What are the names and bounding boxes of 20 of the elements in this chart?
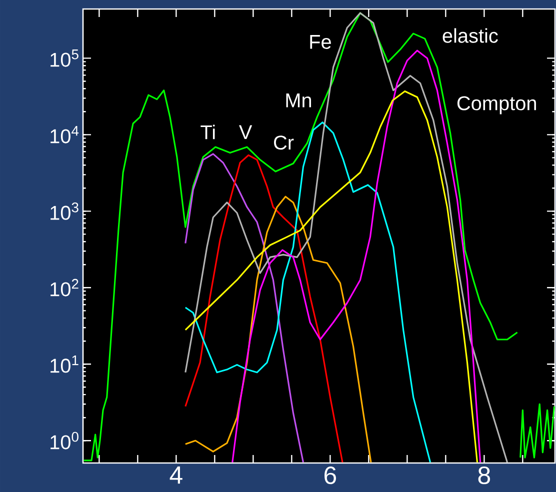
annotation: elastic (442, 28, 498, 43)
y-tick-label: 10$^{5}$ (50, 50, 78, 67)
y-tick-label: 10$^{3}$ (50, 202, 78, 220)
y-tick-label: 10$^{2}$ (50, 278, 78, 296)
line-series (184, 196, 372, 463)
line-series (184, 153, 304, 463)
x-tick-label: 4 (170, 466, 182, 484)
annotation: Compton (457, 96, 536, 114)
annotation: Mn (286, 93, 312, 108)
annotation: Ti (200, 124, 215, 140)
x-tick-label: 8 (478, 466, 490, 484)
x-tick-label: 6 (324, 466, 336, 484)
annotation: V (239, 125, 252, 140)
y-tick-label: 10$^{0}$ (50, 432, 78, 450)
y-tick-label: 10$^{1}$ (50, 355, 78, 373)
annotation: Cr (274, 136, 294, 150)
y-tick-label: 10$^{4}$ (50, 126, 79, 144)
annotation: Fe (310, 35, 331, 49)
line-series (184, 122, 432, 463)
line-series (184, 154, 344, 463)
